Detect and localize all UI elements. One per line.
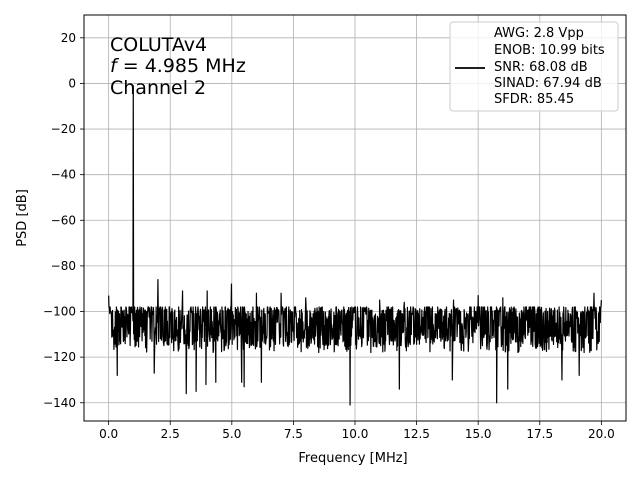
- annotation-frequency-symbol: f: [110, 55, 120, 77]
- y-tick-label: 20: [61, 31, 76, 45]
- x-tick-label: 2.5: [161, 427, 180, 441]
- chart-annotation: COLUTAv4 f = 4.985 MHz Channel 2: [110, 34, 246, 99]
- y-axis-ticks: 20 0 −20 −40 −60 −80 −100 −120 −140: [43, 31, 84, 410]
- x-tick-label: 20.0: [588, 427, 615, 441]
- legend-entry-awg: AWG: 2.8 Vpp: [494, 26, 584, 41]
- x-tick-label: 15.0: [465, 427, 492, 441]
- y-tick-label: −100: [43, 305, 76, 319]
- legend-entry-enob: ENOB: 10.99 bits: [494, 43, 605, 58]
- x-axis-label: Frequency [MHz]: [298, 451, 407, 466]
- y-tick-label: −120: [43, 350, 76, 364]
- x-axis-ticks: 0.0 2.5 5.0 7.5 10.0 12.5 15.0 17.5 20.0: [99, 421, 615, 441]
- x-tick-label: 17.5: [526, 427, 553, 441]
- legend-entry-snr: SNR: 68.08 dB: [494, 60, 588, 75]
- x-tick-label: 5.0: [222, 427, 241, 441]
- legend-entry-sfdr: SFDR: 85.45: [494, 92, 574, 107]
- y-tick-label: −60: [51, 213, 76, 227]
- y-tick-label: −40: [51, 168, 76, 182]
- annotation-device: COLUTAv4: [110, 34, 207, 56]
- x-tick-label: 10.0: [342, 427, 369, 441]
- annotation-frequency: f = 4.985 MHz: [110, 55, 246, 77]
- y-tick-label: 0: [68, 76, 76, 90]
- psd-series-line: [108, 85, 602, 406]
- legend-box: [449, 21, 619, 112]
- y-tick-label: −20: [51, 122, 76, 136]
- y-tick-label: −140: [43, 396, 76, 410]
- y-axis-label: PSD [dB]: [15, 189, 30, 247]
- x-tick-label: 12.5: [403, 427, 430, 441]
- y-tick-label: −80: [51, 259, 76, 273]
- x-tick-label: 7.5: [284, 427, 303, 441]
- annotation-channel: Channel 2: [110, 77, 206, 99]
- legend: AWG: 2.8 Vpp ENOB: 10.99 bits SNR: 68.08…: [449, 21, 619, 112]
- x-tick-label: 0.0: [99, 427, 118, 441]
- legend-entry-sinad: SINAD: 67.94 dB: [494, 76, 602, 91]
- annotation-frequency-value: = 4.985 MHz: [117, 55, 246, 77]
